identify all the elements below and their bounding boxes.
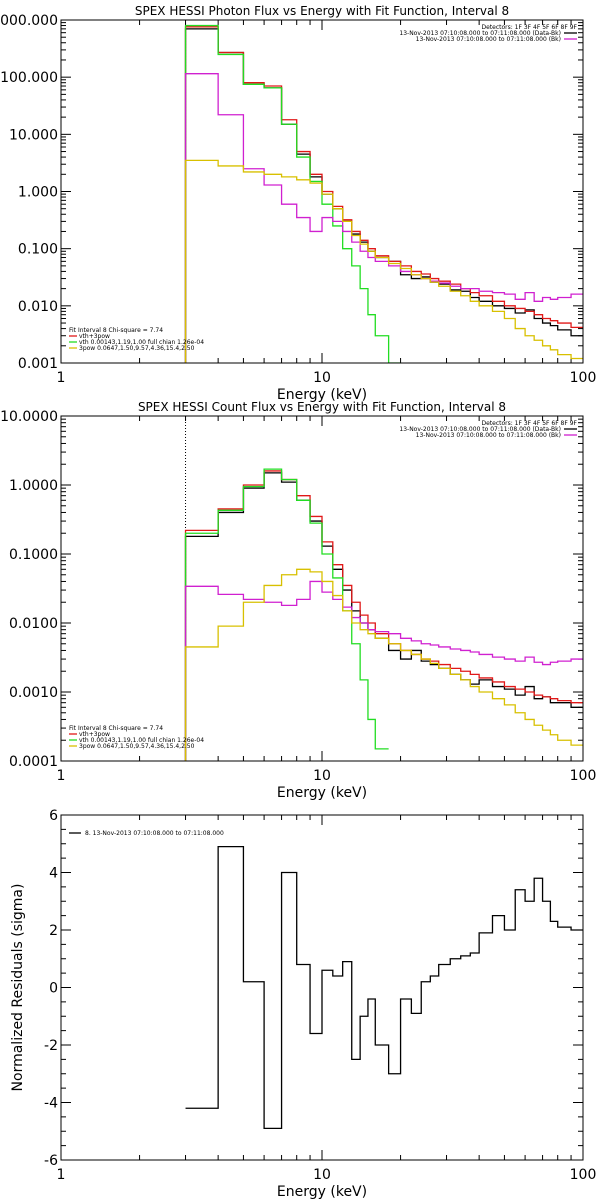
chart-1-series-4 — [184, 73, 583, 363]
chart-3-ytick-label: -6 — [44, 1153, 58, 1169]
chart-1-series-1 — [184, 28, 583, 363]
chart-2-ytick-label: 0.0001 — [9, 754, 58, 770]
chart-2-ytick-label: 0.0010 — [9, 685, 58, 701]
chart-2-fit-legend-header: Fit Interval 8 Chi-square = 7.74 — [69, 725, 163, 732]
chart-1-xtick-label: 10 — [313, 370, 331, 386]
chart-1-ytick-label: 0.100 — [18, 242, 58, 258]
chart-2-series-2 — [184, 470, 583, 761]
chart-2-fit-legend-entry: 3pow 0.0647,1.50,9.57,4.36,15.4,2.50 — [79, 743, 195, 750]
chart-2-xlabel: Energy (keV) — [277, 785, 367, 801]
chart-2-legend-entry: 13-Nov-2013 07:10:08.000 to 07:11:08.000… — [416, 432, 561, 439]
chart-1-legend-entry: 13-Nov-2013 07:10:08.000 to 07:11:08.000… — [416, 36, 561, 43]
chart-1-ytick-label: 1.000 — [18, 185, 58, 201]
chart-2-ytick-label: 10.0000 — [0, 409, 58, 425]
chart-1-series-3 — [184, 24, 401, 363]
chart-1-ytick-label: 0.010 — [18, 299, 58, 315]
chart-3-ylabel: Normalized Residuals (sigma) — [10, 884, 26, 1092]
chart-3-ytick-label: 6 — [49, 808, 58, 824]
chart-3-xtick-label: 10 — [313, 1167, 331, 1183]
chart-2-legend-entry: 13-Nov-2013 07:10:08.000 to 07:11:08.000… — [399, 426, 561, 433]
chart-2-plot-frame — [60, 415, 584, 762]
chart-3-legend-entry: 8. 13-Nov-2013 07:10:08.000 to 07:11:08.… — [85, 830, 224, 837]
chart-3-series-1 — [185, 845, 583, 1130]
chart-2-title: SPEX HESSI Count Flux vs Energy with Fit… — [138, 400, 506, 414]
chart-2-xtick-label: 100 — [570, 768, 597, 784]
chart-2-fit-legend-entry: vth 0.00143,1.19,1.00 full chian 1.26e-0… — [79, 737, 204, 744]
chart-3-ytick-label: 2 — [49, 923, 58, 939]
chart-1-fit-legend-header: Fit Interval 8 Chi-square = 7.74 — [69, 327, 163, 334]
chart-1-series-2 — [184, 26, 583, 363]
chart-1-xtick-label: 1 — [57, 370, 66, 386]
chart-3-ytick-label: -4 — [44, 1096, 58, 1112]
chart-1-ytick-label: 10.000 — [9, 127, 58, 143]
chart-1-legend-entry: 13-Nov-2013 07:10:08.000 to 07:11:08.000… — [399, 30, 561, 37]
chart-1-ytick-label: 1000.000 — [0, 13, 58, 29]
chart-2-ytick-label: 1.0000 — [9, 478, 58, 494]
chart-3-ytick-label: 4 — [49, 866, 58, 882]
chart-1-xtick-label: 100 — [570, 370, 597, 386]
chart-1-fit-legend-entry: vth 0.00143,1.19,1.00 full chian 1.26e-0… — [79, 339, 204, 346]
chart-1-series-5 — [184, 159, 583, 363]
chart-2-series-3 — [184, 468, 389, 761]
chart-3-plot-frame — [60, 814, 584, 1161]
chart-1-xlabel: Energy (keV) — [277, 387, 367, 403]
chart-1-legend-header: Detectors: 1F 3F 4F 5F 6F 8F 9F — [481, 24, 577, 31]
chart-3-xlabel: Energy (keV) — [277, 1184, 367, 1200]
chart-2-series-4 — [184, 580, 583, 761]
chart-2-ytick-label: 0.0100 — [9, 616, 58, 632]
chart-3-xtick-label: 100 — [570, 1167, 597, 1183]
chart-2-xtick-label: 10 — [313, 768, 331, 784]
chart-1-ytick-label: 0.001 — [18, 356, 58, 372]
chart-1-title: SPEX HESSI Photon Flux vs Energy with Fi… — [135, 4, 509, 18]
chart-2-xtick-label: 1 — [57, 768, 66, 784]
chart-3-ytick-label: -2 — [44, 1038, 58, 1054]
chart-2-series-1 — [184, 472, 583, 761]
chart-2-series-5 — [184, 568, 583, 761]
chart-1-ytick-label: 100.000 — [0, 70, 58, 86]
chart-2-ytick-label: 0.1000 — [9, 547, 58, 563]
chart-1-fit-legend-entry: 3pow 0.0647,1.50,9.57,4.36,15.4,2.50 — [79, 345, 195, 352]
chart-2-fit-legend-entry: vth+3pow — [79, 731, 110, 738]
chart-1-fit-legend-entry: vth+3pow — [79, 333, 110, 340]
chart-2-legend-header: Detectors: 1F 3F 4F 5F 6F 8F 9F — [481, 420, 577, 427]
chart-3-xtick-label: 1 — [57, 1167, 66, 1183]
chart-1-plot-frame — [60, 19, 584, 364]
chart-3-ytick-label: 0 — [49, 981, 58, 997]
